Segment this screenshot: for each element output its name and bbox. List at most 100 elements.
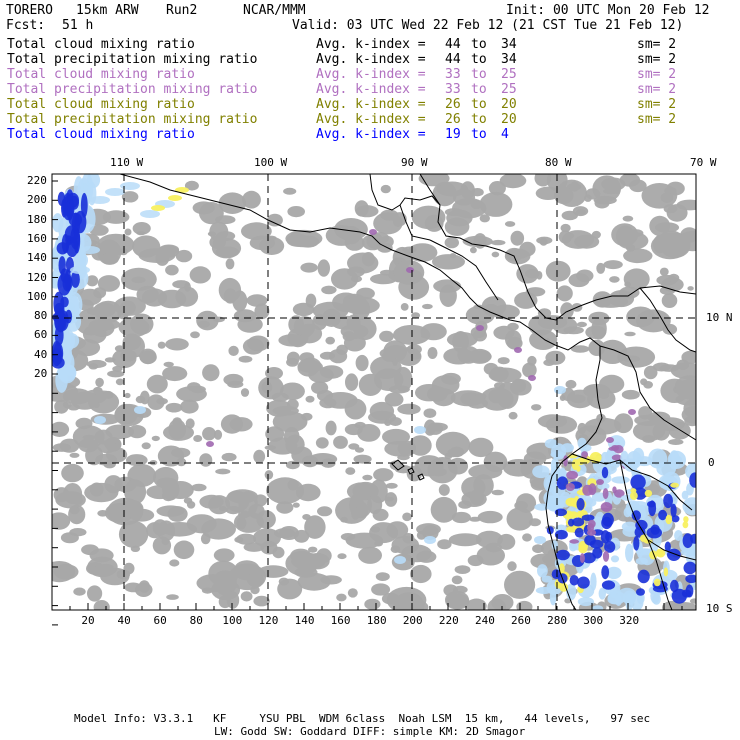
cloud-blob [102,210,130,224]
cloud-blob [345,373,359,392]
cloud-blob [527,355,537,366]
cloud-blob [158,244,180,255]
cloud-blob [317,506,333,517]
cloud-blob [227,380,244,388]
light-precip-blob [630,593,644,610]
cloud-blob [561,210,578,221]
legend-row-2-k2: 34 [501,52,517,67]
cloud-blob [113,296,146,316]
legend-row-5-field: Total cloud mixing ratio [7,97,195,112]
x-tick-label: 160 [330,614,351,627]
light-precip-blob [590,572,597,591]
cloud-blob [576,269,594,283]
heavy-precip-blob [69,195,79,210]
light-precip-blob [607,593,621,605]
cloud-blob [504,248,531,265]
cloud-blob [112,365,123,372]
heavy-precip-blob [689,472,696,488]
border-brazil [647,539,696,561]
light-precip-blob [682,497,696,516]
heavy-precip-blob [631,510,641,521]
cloud-blob [675,378,696,400]
cloud-blob [510,230,525,246]
light-precip-blob [554,386,566,394]
legend-row-7-field: Total cloud mixing ratio [7,127,195,142]
cloud-blob [370,526,381,533]
light-precip-blob [551,540,558,550]
cloud-blob [374,368,404,392]
cloud-blob [441,372,461,385]
cloud-blob [369,401,395,421]
cloud-blob [302,514,311,520]
cloud-blob [598,339,628,364]
heavy-precip-blob [683,561,696,575]
light-precip-blob [90,196,110,204]
cloud-blob [102,390,114,399]
cloud-blob [311,381,329,395]
cloud-blob [124,392,131,399]
cloud-blob [545,260,571,282]
model-run: Run2 [166,3,198,18]
cloud-blob [654,222,680,233]
legend-row-7-kindex: Avg. k-index = [316,127,426,142]
cloud-blob [308,457,316,464]
cloud-blob [596,262,606,274]
cloud-blob [253,595,270,607]
purple-cloud-blob [579,553,585,564]
cloud-blob [139,390,150,405]
cloud-blob [288,315,304,334]
cloud-blob [335,497,369,524]
legend-row-6-field: Total precipitation mixing ratio [7,112,258,127]
cloud-blob [660,192,674,203]
cloud-blob [385,482,398,489]
x-tick-label: 320 [619,614,640,627]
cloud-blob [427,422,443,435]
yellow-cloud-blob [571,458,579,471]
cloud-blob [366,233,384,249]
yellow-cloud-blob [683,516,689,523]
purple-cloud-blob [588,483,597,496]
cloud-blob [479,214,490,223]
cloud-blob [196,310,219,331]
cloud-blob [246,572,264,587]
cloud-blob [265,367,283,380]
light-precip-blob [681,490,689,500]
light-precip-blob [578,444,592,452]
cloud-blob [73,587,86,596]
cloud-blob [514,291,538,309]
heavy-precip-blob [73,229,81,254]
x-tick-label: 180 [366,614,387,627]
cloud-blob [152,519,168,536]
light-precip-blob [549,589,557,606]
heavy-precip-blob [690,533,696,544]
legend-row-6-to: to [471,112,487,127]
border-guatemala [399,204,431,241]
cloud-blob [687,286,694,291]
light-precip-blob [70,266,90,274]
x-tick-label: 300 [583,614,604,627]
light-precip-blob [134,406,146,414]
cloud-blob [118,520,149,548]
cloud-blob [351,507,360,520]
purple-cloud-blob [606,437,614,443]
heavy-precip-blob [650,524,660,535]
cloud-blob [454,565,471,574]
plot-frame [51,173,697,611]
cloud-blob [593,195,617,205]
cloud-blob [570,394,586,404]
cloud-blob [528,518,542,527]
cloud-blob [556,285,573,302]
cloud-blob [285,229,323,248]
light-precip-blob [56,363,77,382]
cloud-blob [156,477,178,488]
yellow-cloud-blob [682,521,689,529]
yellow-cloud-blob [663,567,669,577]
cloud-blob [444,217,470,236]
cloud-blob [172,280,191,289]
legend-row-6-sm: sm= 2 [637,112,677,127]
cloud-blob [173,540,195,560]
legend-row-6-kindex: Avg. k-index = [316,112,426,127]
cloud-blob [451,575,463,585]
cloud-blob [468,464,503,480]
cloud-blob [470,246,477,254]
